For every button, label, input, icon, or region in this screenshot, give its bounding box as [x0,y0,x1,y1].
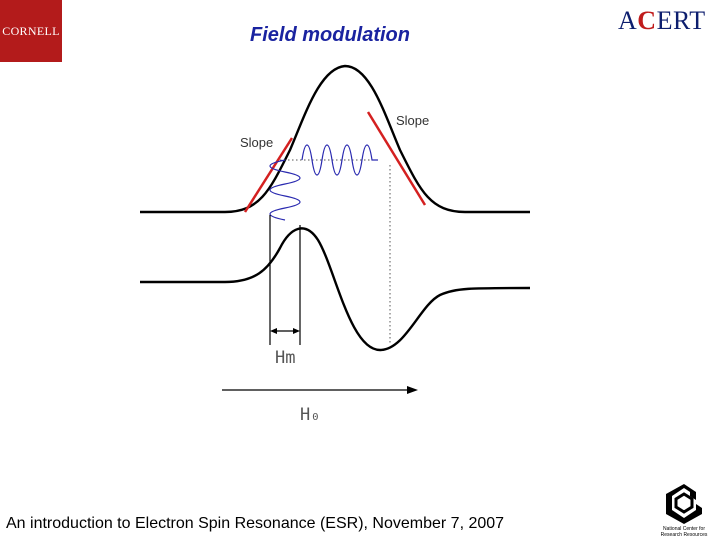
hm-arrowhead-right [293,328,300,334]
modulation-wave-vertical [269,159,301,221]
slide-title: Field modulation [250,24,410,46]
h0-label: H₀ [300,405,320,425]
footer-text: An introduction to Electron Spin Resonan… [6,515,505,532]
slope-label-left: Slope [240,135,273,150]
acert-logo: ACERT [618,6,706,35]
hm-label: Hm [275,348,295,368]
hm-arrowhead-left [270,328,277,334]
svg-text:National Center for: National Center for [663,526,705,532]
slope-line-left [243,137,294,213]
absorption-curve [140,64,530,214]
cornell-logo: CORNELL [0,0,62,62]
derivative-curve [140,227,531,352]
svg-text:Research Resources: Research Resources [661,532,708,538]
modulation-wave-horizontal [301,144,378,176]
h0-arrowhead [407,386,418,394]
slope-label-right: Slope [396,113,429,128]
ncrr-logo: National Center for Research Resources [661,484,708,538]
slope-line-right [366,111,427,206]
